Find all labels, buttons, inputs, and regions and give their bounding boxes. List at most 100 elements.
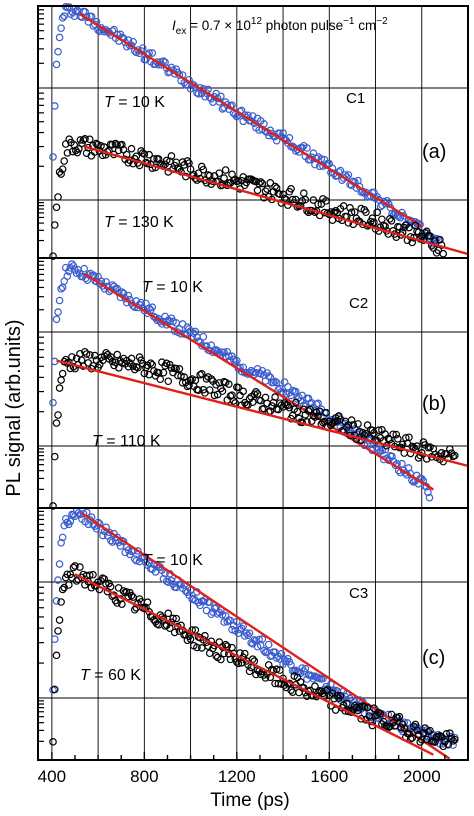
data-point — [442, 730, 451, 738]
data-point — [292, 387, 300, 396]
data-point — [52, 203, 61, 212]
data-point — [425, 493, 434, 502]
data-point — [127, 591, 136, 600]
data-point — [118, 140, 126, 149]
fit-line — [78, 12, 423, 228]
data-point — [97, 142, 105, 150]
data-point — [288, 195, 297, 204]
data-point — [314, 412, 322, 420]
data-point — [413, 442, 421, 450]
y-axis-title: PL signal (arb.units) — [3, 319, 25, 496]
data-point — [314, 200, 322, 209]
data-point — [261, 393, 270, 402]
data-point — [81, 135, 89, 143]
data-point — [392, 430, 401, 439]
data-point — [61, 140, 70, 148]
data-point — [137, 356, 145, 364]
data-point — [137, 298, 145, 307]
temp-label-c-10k-value: = 10 K — [152, 552, 203, 569]
annotation-prefix: I — [172, 18, 176, 33]
data-point — [264, 640, 273, 649]
data-point — [199, 332, 208, 341]
temp-label-b-110k: T = 110 K — [92, 433, 161, 450]
temp-label-b-10k: T = 10 K — [142, 279, 203, 296]
frame-layer — [37, 5, 469, 761]
data-point — [276, 190, 284, 199]
data-point — [258, 179, 267, 188]
data-point — [205, 386, 214, 394]
data-point — [50, 635, 59, 643]
data-point — [256, 178, 265, 186]
data-point — [138, 44, 147, 52]
data-point — [119, 537, 128, 546]
data-point — [354, 420, 362, 428]
data-point — [398, 720, 407, 728]
data-point — [264, 661, 273, 669]
data-point — [140, 150, 149, 158]
data-point — [272, 654, 281, 662]
data-point — [197, 369, 206, 378]
data-point — [80, 264, 89, 273]
data-point — [68, 353, 76, 361]
data-point — [365, 708, 373, 716]
panel-frame — [37, 5, 469, 259]
data-point — [347, 208, 356, 217]
data-point — [180, 373, 189, 381]
data-point — [426, 232, 434, 240]
data-point — [132, 152, 141, 161]
data-point — [58, 165, 67, 173]
data-point — [381, 222, 389, 231]
data-point — [54, 411, 62, 419]
data-point — [370, 704, 378, 713]
temp-label-a-10k-t: T — [104, 94, 115, 111]
data-point — [69, 563, 78, 572]
data-point — [271, 182, 279, 191]
x-tick-label: 1600 — [310, 767, 348, 786]
data-point — [306, 405, 314, 414]
data-point — [106, 582, 115, 591]
data-point — [50, 221, 59, 229]
data-point — [52, 651, 61, 660]
data-point — [63, 149, 72, 157]
data-point — [148, 49, 157, 57]
data-point — [100, 575, 109, 583]
temp-label-c-10k: T = 10 K — [142, 552, 203, 569]
x-tick-label: 2000 — [403, 767, 441, 786]
x-tick-label: 400 — [38, 767, 66, 786]
data-point — [304, 407, 313, 415]
temp-label-a-130k: T = 130 K — [104, 214, 174, 231]
data-point — [258, 635, 267, 643]
data-point — [426, 726, 434, 735]
data-point — [252, 388, 260, 396]
data-point — [175, 365, 184, 373]
data-point — [343, 699, 351, 708]
data-point — [240, 649, 249, 658]
data-point — [287, 185, 295, 193]
data-point — [244, 631, 252, 640]
data-point — [215, 169, 224, 177]
data-point — [271, 393, 279, 401]
data-point — [424, 488, 432, 497]
data-point — [437, 449, 446, 457]
data-point — [55, 560, 64, 568]
data-point — [386, 214, 394, 223]
data-point — [65, 581, 73, 589]
fit-line — [83, 272, 434, 491]
data-point — [161, 569, 169, 578]
data-point — [107, 536, 115, 545]
data-point — [74, 509, 83, 517]
panel-label-b: (b) — [422, 393, 446, 415]
data-point — [388, 452, 396, 461]
data-point — [169, 614, 177, 623]
data-point — [344, 171, 353, 179]
data-point — [142, 363, 150, 372]
data-point — [229, 397, 238, 405]
x-axis-title: Time (ps) — [210, 790, 290, 811]
data-point — [167, 364, 176, 372]
data-point — [49, 738, 57, 746]
data-point — [196, 370, 204, 379]
data-point — [331, 207, 340, 215]
data-point — [210, 391, 219, 400]
data-point — [57, 538, 65, 547]
annotation-sup: 12 — [251, 16, 263, 27]
